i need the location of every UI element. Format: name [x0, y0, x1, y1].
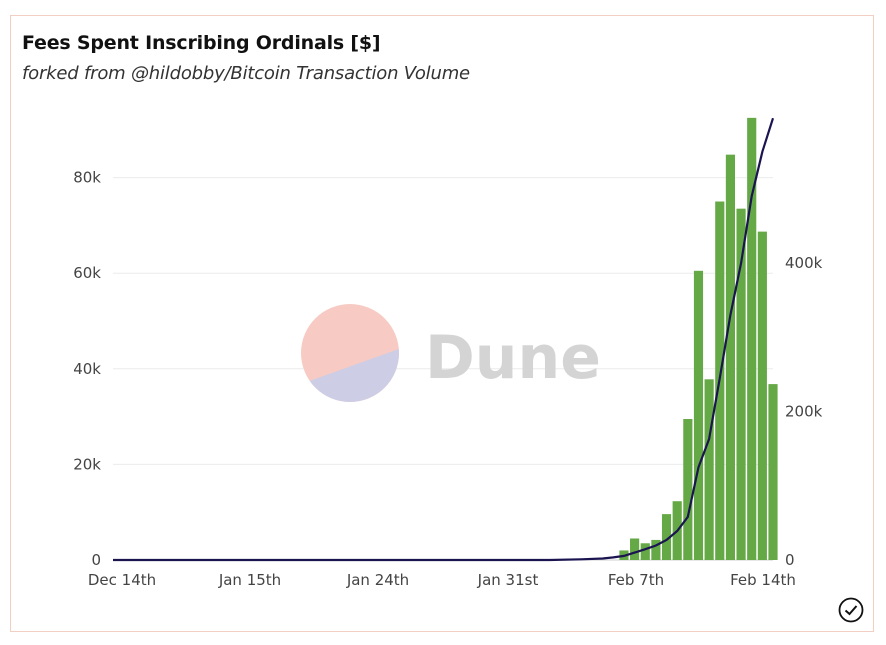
bar[interactable] [661, 514, 672, 560]
y-left-tick-label: 20k [73, 455, 101, 473]
y-right-tick-label: 200k [785, 403, 823, 421]
bar[interactable] [651, 539, 661, 560]
x-tick-label: Jan 24th [346, 571, 409, 589]
x-tick-label: Jan 31st [477, 571, 539, 589]
chart-subtitle: forked from @hildobby/Bitcoin Transactio… [22, 63, 470, 84]
bar[interactable] [725, 154, 735, 560]
x-axis: Dec 14th Jan 15th Jan 24th Jan 31st Feb 7th F… [88, 571, 796, 589]
x-tick-label: Dec 14th [88, 571, 156, 589]
bar[interactable] [757, 231, 767, 560]
dune-watermark-text: Dune [425, 323, 601, 393]
chart-title: Fees Spent Inscribing Ordinals [$] [22, 32, 381, 54]
check-circle-icon[interactable] [838, 597, 864, 623]
y-axis-right: 0 200k 400k [785, 254, 823, 569]
line-series[interactable] [113, 117, 775, 562]
bar[interactable] [768, 384, 778, 560]
y-axis-left: 0 20k 40k 60k 80k [73, 169, 101, 569]
bar[interactable] [693, 270, 704, 560]
x-tick-label: Feb 7th [608, 571, 664, 589]
bar[interactable] [704, 379, 714, 560]
y-right-tick-label: 0 [785, 551, 795, 569]
bar[interactable] [683, 418, 693, 560]
dune-logo-icon [301, 304, 399, 402]
y-right-tick-label: 400k [785, 254, 823, 272]
y-left-tick-label: 60k [73, 264, 101, 282]
x-tick-label: Jan 15th [218, 571, 281, 589]
dune-watermark: Dune [301, 304, 601, 402]
bar[interactable] [640, 543, 650, 560]
y-left-tick-label: 80k [73, 169, 101, 187]
y-left-tick-label: 40k [73, 360, 101, 378]
bar[interactable] [630, 538, 640, 560]
y-left-tick-label: 0 [91, 551, 101, 569]
x-tick-label: Feb 14th [730, 571, 796, 589]
bar[interactable] [747, 117, 757, 560]
bar[interactable] [736, 208, 746, 561]
